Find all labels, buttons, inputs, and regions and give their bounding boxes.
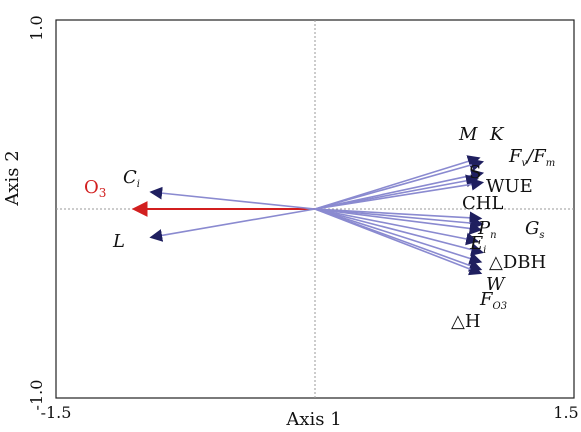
label-gs-sub: s: [539, 230, 544, 241]
arrow-w: [314, 208, 483, 265]
label-w: W: [486, 274, 506, 295]
arrow-ci: [149, 186, 316, 210]
label-ci: Ci: [123, 167, 140, 190]
y-tick-top: 1.0: [27, 15, 46, 40]
label-fv-fm: Fv/Fm: [508, 146, 555, 169]
x-tick-right: 1.5: [553, 403, 578, 422]
label-gs-main: G: [525, 218, 539, 239]
label-ci-main: C: [123, 167, 137, 188]
label-pn: Pn: [477, 218, 497, 241]
label-fv-fm-b: /F: [525, 146, 547, 167]
label-d-dbh: △DBH: [489, 252, 546, 273]
arrow-chl: [314, 208, 483, 225]
label-pn-main: P: [477, 218, 491, 239]
label-o3-sub: 3: [99, 186, 107, 200]
label-fv-fm-b-sub: m: [546, 158, 555, 169]
label-f-o3-sub: O3: [493, 301, 508, 312]
label-ei-sub: i: [483, 245, 486, 256]
arrow-l: [149, 208, 316, 242]
arrows-layer: [131, 155, 485, 276]
label-l: L: [112, 231, 125, 252]
arrow-pn: [314, 208, 485, 230]
label-chl: CHL: [462, 193, 503, 214]
label-d-h: △H: [451, 311, 481, 332]
arrow-wue: [314, 177, 485, 210]
label-ei-main: E: [469, 233, 483, 254]
label-fv-fm-a: F: [508, 146, 523, 167]
label-wue: WUE: [486, 176, 533, 197]
label-k: K: [489, 124, 505, 145]
x-tick-left: -1.5: [41, 403, 72, 422]
label-fv-fm-a-sub: v: [522, 158, 528, 169]
label-ei: Ei: [469, 233, 486, 256]
label-o3: O3: [84, 177, 106, 200]
arrow--dbh: [314, 208, 485, 256]
arrow-gs: [314, 208, 483, 235]
arrow-ei: [314, 208, 479, 246]
label-gs: Gs: [525, 218, 545, 241]
label-ci-sub: i: [137, 179, 140, 190]
label-m: M: [458, 124, 478, 145]
label-f-o3: FO3: [479, 289, 507, 312]
label-f-o3-main: F: [479, 289, 494, 310]
x-axis-title: Axis 1: [285, 409, 341, 430]
label-pn-sub: n: [490, 230, 496, 241]
y-axis-title: Axis 2: [2, 150, 23, 206]
label-o3-main: O: [84, 177, 99, 198]
y-tick-bottom: -1.0: [27, 380, 46, 411]
label-s: S: [469, 162, 481, 183]
arrow--h: [314, 208, 483, 276]
arrow-k: [314, 158, 485, 210]
